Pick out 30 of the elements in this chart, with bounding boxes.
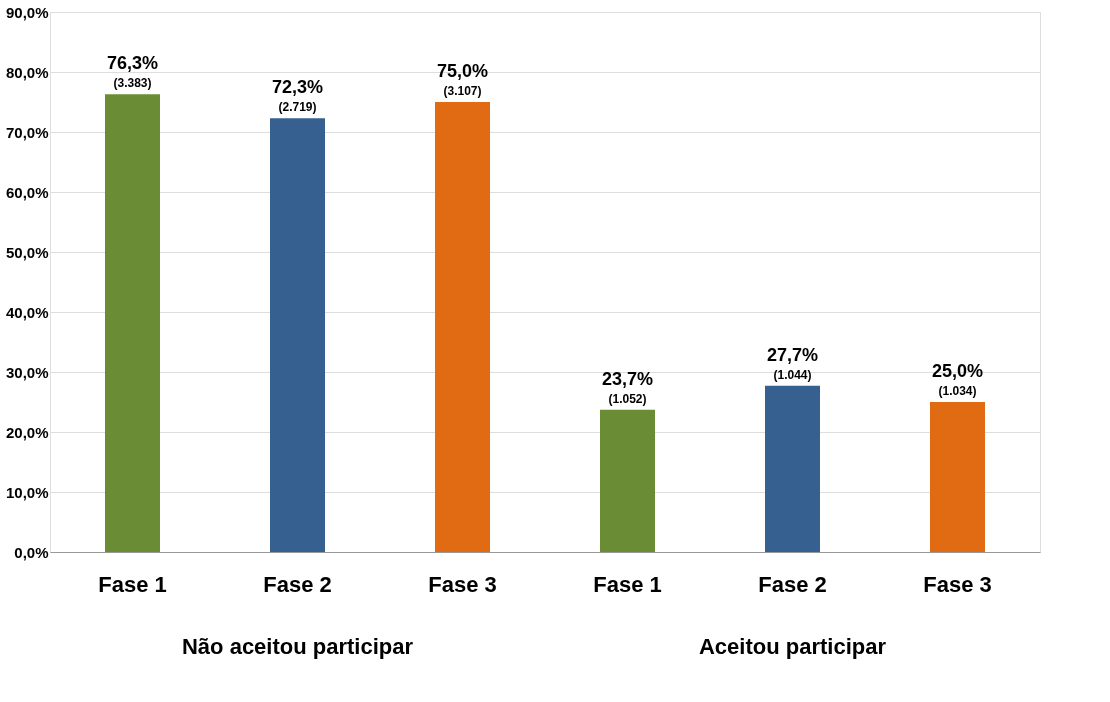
x-tick-label: Fase 2: [758, 571, 827, 597]
y-tick-label: 70,0%: [5, 123, 49, 141]
text: 23,7% (1.052): [601, 368, 654, 406]
bar: [435, 102, 490, 552]
y-tick-label: 20,0%: [5, 423, 49, 441]
y-tick-label: 30,0%: [5, 363, 49, 381]
text: 75,0% (3.107): [436, 61, 489, 98]
bar: [600, 409, 655, 552]
bar: [765, 385, 820, 552]
text: 27,7% (1.044): [766, 344, 819, 382]
y-tick-label: 10,0%: [5, 483, 49, 501]
x-tick-label: Fase 3: [428, 571, 497, 597]
x-tick-label: Fase 1: [98, 571, 167, 597]
x-tick-label: Fase 3: [923, 571, 992, 597]
y-tick-label: 80,0%: [5, 63, 49, 81]
x-tick-label: Fase 1: [593, 571, 662, 597]
text: Não aceitou participar: [181, 634, 414, 659]
bar: [105, 94, 160, 552]
text: 72,3% (2.719): [271, 77, 324, 115]
x-tick-label: Fase 2: [263, 571, 332, 597]
y-tick-label: 60,0%: [5, 183, 49, 201]
y-tick-label: 40,0%: [5, 303, 49, 321]
text: 25,0% (1.034): [931, 361, 984, 398]
bar: [270, 118, 325, 552]
y-tick-label: 50,0%: [5, 243, 49, 261]
y-tick-label: 0,0%: [14, 543, 49, 561]
bar: [930, 402, 985, 552]
text: Aceitou participar: [698, 634, 887, 659]
text: 76,3% (3.383): [106, 53, 159, 91]
y-tick-label: 90,0%: [5, 3, 49, 21]
